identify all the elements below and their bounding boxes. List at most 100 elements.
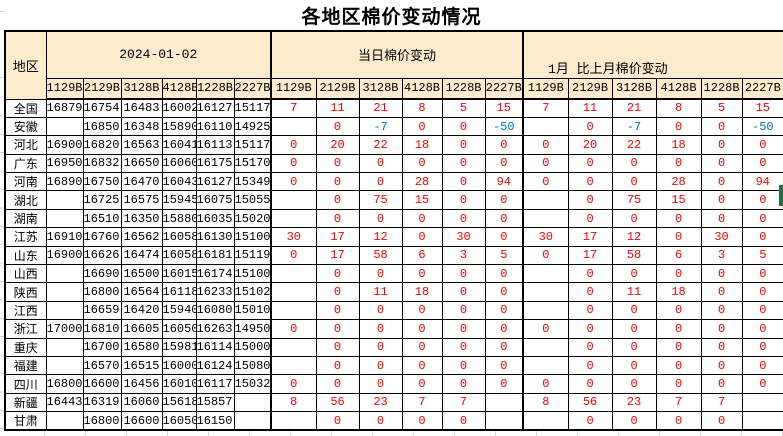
price-cell[interactable]: 16015 xyxy=(161,264,197,284)
monthly-change-cell[interactable]: 0 xyxy=(741,337,783,357)
monthly-change-cell[interactable]: 0 xyxy=(741,135,783,155)
daily-change-cell[interactable]: 15 xyxy=(401,190,443,210)
price-cell[interactable]: 16130 xyxy=(195,227,235,247)
daily-change-cell[interactable]: 0 xyxy=(401,227,443,247)
daily-change-cell[interactable]: 0 xyxy=(358,374,403,394)
price-cell[interactable]: 16041 xyxy=(161,135,197,155)
price-cell[interactable]: 16113 xyxy=(195,135,235,155)
daily-change-cell[interactable]: 0 xyxy=(270,374,317,394)
monthly-change-cell[interactable]: 0 xyxy=(741,208,783,229)
price-cell[interactable]: 15981 xyxy=(161,337,197,357)
daily-change-cell[interactable]: 0 xyxy=(441,208,486,229)
monthly-change-cell[interactable]: 0 xyxy=(700,300,743,321)
daily-change-cell[interactable]: -7 xyxy=(358,116,403,137)
monthly-change-cell[interactable]: 15 xyxy=(741,98,783,118)
price-cell[interactable]: 16820 xyxy=(82,135,122,155)
price-cell[interactable]: 16580 xyxy=(120,337,163,357)
monthly-change-cell[interactable]: 0 xyxy=(567,282,613,302)
daily-change-cell[interactable]: 0 xyxy=(401,153,443,174)
price-cell[interactable] xyxy=(45,282,84,302)
monthly-change-cell[interactable]: 0 xyxy=(655,374,702,394)
monthly-change-cell[interactable]: 17 xyxy=(567,227,613,247)
price-cell[interactable]: 17000 xyxy=(45,319,84,339)
daily-change-cell[interactable]: 0 xyxy=(441,411,486,431)
daily-change-cell[interactable]: 0 xyxy=(315,355,360,376)
daily-change-cell[interactable] xyxy=(270,116,317,137)
region-cell[interactable]: 山西 xyxy=(4,264,47,284)
daily-change-cell[interactable]: 23 xyxy=(358,392,403,413)
price-cell[interactable]: 16350 xyxy=(120,208,163,229)
price-cell[interactable]: 15940 xyxy=(161,300,197,321)
price-cell[interactable]: 16319 xyxy=(82,392,122,413)
price-cell[interactable]: 14950 xyxy=(233,319,272,339)
monthly-change-cell[interactable]: 0 xyxy=(522,172,569,192)
monthly-change-cell[interactable]: 0 xyxy=(741,319,783,339)
price-cell[interactable]: 15102 xyxy=(233,282,272,302)
grade-col-header[interactable]: 3128B xyxy=(358,77,403,100)
grade-col-header[interactable]: 1228B xyxy=(441,77,486,100)
monthly-change-cell[interactable] xyxy=(522,282,569,302)
grade-col-header[interactable]: 4128B xyxy=(401,77,443,100)
price-cell[interactable]: 16117 xyxy=(195,374,235,394)
region-cell[interactable]: 河北 xyxy=(4,135,47,155)
price-cell[interactable]: 16263 xyxy=(195,319,235,339)
daily-change-cell[interactable]: 0 xyxy=(441,319,486,339)
price-cell[interactable]: 16650 xyxy=(120,153,163,174)
monthly-change-cell[interactable]: 0 xyxy=(611,153,657,174)
monthly-change-cell[interactable]: 75 xyxy=(611,190,657,210)
daily-change-cell[interactable] xyxy=(270,337,317,357)
price-cell[interactable]: 16810 xyxy=(82,319,122,339)
daily-change-cell[interactable]: 30 xyxy=(270,227,317,247)
monthly-change-cell[interactable]: 0 xyxy=(700,411,743,431)
monthly-change-cell[interactable]: 30 xyxy=(522,227,569,247)
grade-col-header[interactable]: 1228B xyxy=(700,77,743,100)
price-cell[interactable]: 16127 xyxy=(195,172,235,192)
price-cell[interactable] xyxy=(45,264,84,284)
monthly-change-cell[interactable]: 0 xyxy=(655,355,702,376)
daily-change-cell[interactable]: 18 xyxy=(401,282,443,302)
monthly-change-cell[interactable]: 7 xyxy=(522,98,569,118)
region-cell[interactable]: 新疆 xyxy=(4,392,47,413)
price-cell[interactable]: 16605 xyxy=(120,319,163,339)
daily-change-cell[interactable]: 11 xyxy=(358,282,403,302)
region-cell[interactable]: 陕西 xyxy=(4,282,47,302)
grade-col-header[interactable]: 1129B xyxy=(270,77,317,100)
daily-change-cell[interactable]: 0 xyxy=(315,411,360,431)
price-cell[interactable]: 15055 xyxy=(233,190,272,210)
daily-change-cell[interactable]: 0 xyxy=(315,264,360,284)
price-cell[interactable]: 15890 xyxy=(161,116,197,137)
monthly-change-cell[interactable]: 0 xyxy=(700,319,743,339)
price-cell[interactable]: 16175 xyxy=(195,153,235,174)
monthly-change-cell[interactable]: 58 xyxy=(611,245,657,266)
price-cell[interactable]: 16058 xyxy=(161,245,197,266)
daily-change-cell[interactable]: 0 xyxy=(401,264,443,284)
price-cell[interactable]: 16600 xyxy=(120,411,163,431)
price-cell[interactable]: 15100 xyxy=(233,227,272,247)
monthly-change-cell[interactable] xyxy=(522,264,569,284)
daily-change-cell[interactable]: 17 xyxy=(315,245,360,266)
region-cell[interactable]: 山东 xyxy=(4,245,47,266)
daily-change-cell[interactable]: 0 xyxy=(441,355,486,376)
grade-col-header[interactable]: 2129B xyxy=(567,77,613,100)
price-cell[interactable]: 16075 xyxy=(195,190,235,210)
price-cell[interactable]: 16483 xyxy=(120,98,163,118)
monthly-change-cell[interactable]: 5 xyxy=(741,245,783,266)
monthly-change-cell[interactable]: 0 xyxy=(700,116,743,137)
monthly-change-cell[interactable]: 0 xyxy=(567,264,613,284)
daily-change-cell[interactable]: 30 xyxy=(441,227,486,247)
price-cell[interactable]: 16800 xyxy=(82,411,122,431)
monthly-change-cell[interactable]: 0 xyxy=(741,374,783,394)
monthly-change-cell[interactable]: 0 xyxy=(567,337,613,357)
daily-change-cell[interactable]: 0 xyxy=(441,172,486,192)
grade-col-header[interactable]: 2129B xyxy=(315,77,360,100)
daily-change-cell[interactable] xyxy=(484,411,524,431)
monthly-change-cell[interactable]: 18 xyxy=(655,135,702,155)
monthly-change-cell[interactable]: 0 xyxy=(700,374,743,394)
monthly-change-cell[interactable]: 0 xyxy=(700,153,743,174)
daily-change-cell[interactable] xyxy=(270,282,317,302)
daily-change-cell[interactable]: 0 xyxy=(484,282,524,302)
daily-change-cell[interactable]: 0 xyxy=(315,172,360,192)
grade-col-header[interactable]: 1129B xyxy=(45,77,84,100)
monthly-change-cell[interactable] xyxy=(741,392,783,413)
price-cell[interactable] xyxy=(45,190,84,210)
